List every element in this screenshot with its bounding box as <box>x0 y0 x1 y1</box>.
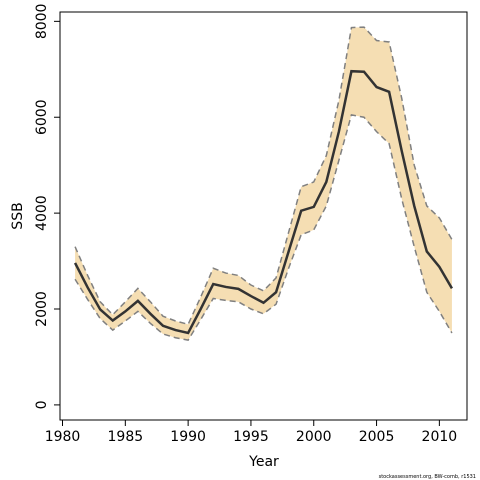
plot-frame <box>59 11 468 421</box>
confidence-band <box>75 27 452 341</box>
upper-bound <box>74 26 453 326</box>
x-axis-label: Year <box>248 454 279 470</box>
ssb-line <box>73 69 454 335</box>
x-tick-label: 2005 <box>359 429 395 445</box>
y-axis-label: SSB <box>10 202 26 229</box>
y-tick-label: 2000 <box>34 291 50 327</box>
footnote: stockassessment.org, BW-comb, r1531 <box>379 474 476 480</box>
x-tick-label: 1995 <box>233 429 269 445</box>
x-tick-label: 1990 <box>170 429 206 445</box>
x-tick-label: 1985 <box>108 429 144 445</box>
lower-bound <box>74 113 453 342</box>
x-tick-label: 2010 <box>422 429 458 445</box>
y-tick-label: 0 <box>34 400 50 409</box>
y-tick-label: 4000 <box>34 195 50 231</box>
x-tick-label: 1980 <box>45 429 81 445</box>
x-tick-label: 2000 <box>296 429 332 445</box>
y-tick-label: 8000 <box>34 4 50 40</box>
y-tick-label: 6000 <box>34 99 50 135</box>
